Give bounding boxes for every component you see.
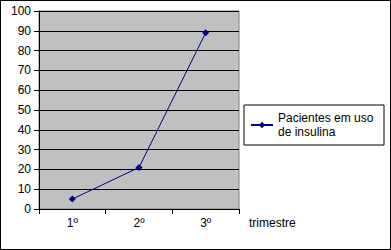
svg-text:80: 80 — [18, 44, 32, 58]
svg-text:3º: 3º — [200, 216, 212, 230]
svg-text:Pacientes em uso: Pacientes em uso — [278, 111, 377, 125]
svg-text:30: 30 — [18, 143, 32, 157]
svg-text:de insulina: de insulina — [278, 125, 336, 139]
svg-text:20: 20 — [18, 162, 32, 176]
svg-text:50: 50 — [18, 103, 32, 117]
svg-text:70: 70 — [18, 63, 32, 77]
svg-text:100: 100 — [11, 4, 31, 18]
svg-text:0: 0 — [24, 202, 31, 216]
svg-text:60: 60 — [18, 83, 32, 97]
svg-text:40: 40 — [18, 123, 32, 137]
svg-text:trimestre: trimestre — [249, 216, 296, 230]
svg-text:2º: 2º — [133, 216, 145, 230]
svg-text:1º: 1º — [67, 216, 79, 230]
svg-text:10: 10 — [18, 182, 32, 196]
svg-text:90: 90 — [18, 24, 32, 38]
